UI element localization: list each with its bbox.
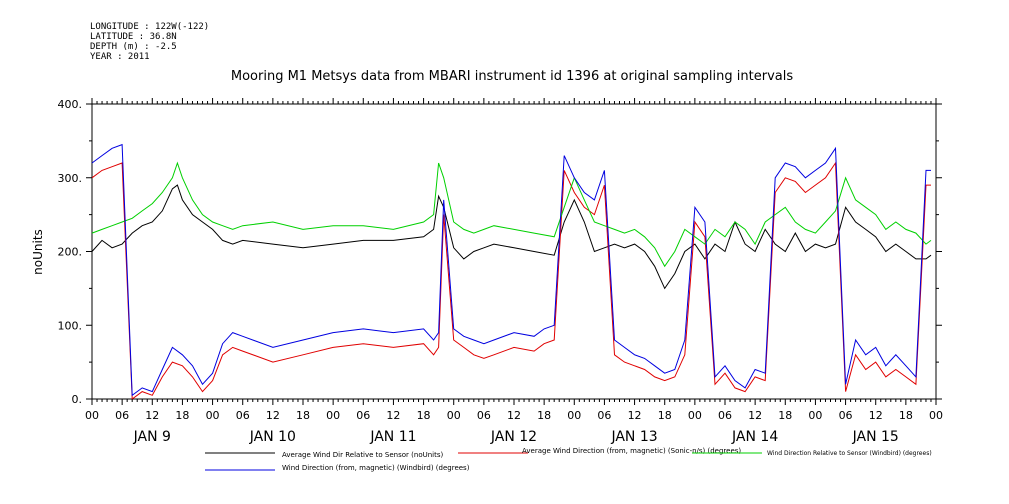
x-tick-label: 00	[808, 409, 822, 422]
x-tick-label: 12	[748, 409, 762, 422]
x-tick-label: 06	[236, 409, 250, 422]
longitude-label: LONGITUDE : 122W(-122)	[90, 22, 210, 32]
series-line-1	[91, 161, 931, 400]
day-label: JAN 13	[610, 429, 657, 445]
y-tick-label: 100.	[58, 319, 83, 332]
x-tick-label: 00	[688, 409, 702, 422]
x-tick-label: 00	[206, 409, 220, 422]
y-tick-label: 300.	[58, 172, 83, 185]
x-tick-label: 06	[597, 409, 611, 422]
series-line-0	[91, 184, 932, 290]
y-axis-label: noUnits	[31, 229, 45, 275]
x-tick-label: 12	[507, 409, 521, 422]
depth-label: DEPTH (m) : -2.5	[90, 42, 177, 52]
x-tick-label: 06	[839, 409, 853, 422]
legend-label-1: Average Wind Direction (from, magnetic) …	[522, 447, 741, 455]
x-tick-label: 12	[869, 409, 883, 422]
x-tick-label: 06	[115, 409, 129, 422]
y-tick-label: 200.	[58, 246, 83, 259]
series-line-3	[91, 143, 931, 397]
x-tick-label: 12	[145, 409, 159, 422]
chart-title: Mooring M1 Metsys data from MBARI instru…	[231, 69, 793, 84]
legend: Average Wind Dir Relative to Sensor (noU…	[205, 447, 932, 472]
y-tick-label: 0.	[72, 393, 83, 406]
x-tick-label: 18	[417, 409, 431, 422]
x-tick-label: 18	[296, 409, 310, 422]
x-tick-label: 00	[85, 409, 99, 422]
legend-label-2: Wind Direction Relative to Sensor (Windb…	[767, 450, 932, 457]
x-tick-label: 06	[356, 409, 370, 422]
x-tick-label: 00	[326, 409, 340, 422]
series-line-2	[91, 161, 932, 268]
x-tick-label: 00	[567, 409, 581, 422]
x-tick-label: 18	[778, 409, 792, 422]
x-tick-label: 00	[929, 409, 943, 422]
y-tick-label: 400.	[58, 98, 83, 111]
legend-label-0: Average Wind Dir Relative to Sensor (noU…	[282, 451, 443, 459]
x-tick-label: 06	[477, 409, 491, 422]
x-tick-label: 18	[899, 409, 913, 422]
day-label: JAN 12	[490, 429, 537, 445]
x-tick-label: 18	[537, 409, 551, 422]
axes-layer: 0. 100. 200. 300. 400. 00 06 12 18 00 06 12 18 00 06 12…	[58, 98, 943, 445]
x-tick-label: 12	[386, 409, 400, 422]
day-label: JAN 9	[133, 429, 171, 445]
x-tick-label: 12	[628, 409, 642, 422]
latitude-label: LATITUDE : 36.8N	[90, 32, 177, 42]
legend-label-3: Wind Direction (from, magnetic) (Windbir…	[282, 464, 470, 472]
x-tick-label: 18	[175, 409, 189, 422]
day-label: JAN 15	[852, 429, 899, 445]
metadata-block: LONGITUDE : 122W(-122) LATITUDE : 36.8N …	[90, 22, 209, 62]
x-tick-label: 12	[266, 409, 280, 422]
day-label: JAN 14	[731, 429, 778, 445]
x-tick-label: 18	[658, 409, 672, 422]
x-tick-label: 06	[718, 409, 732, 422]
series-layer	[91, 143, 932, 400]
year-label: YEAR : 2011	[90, 52, 150, 62]
day-label: JAN 10	[249, 429, 296, 445]
x-tick-label: 00	[447, 409, 461, 422]
day-label: JAN 11	[369, 429, 416, 445]
